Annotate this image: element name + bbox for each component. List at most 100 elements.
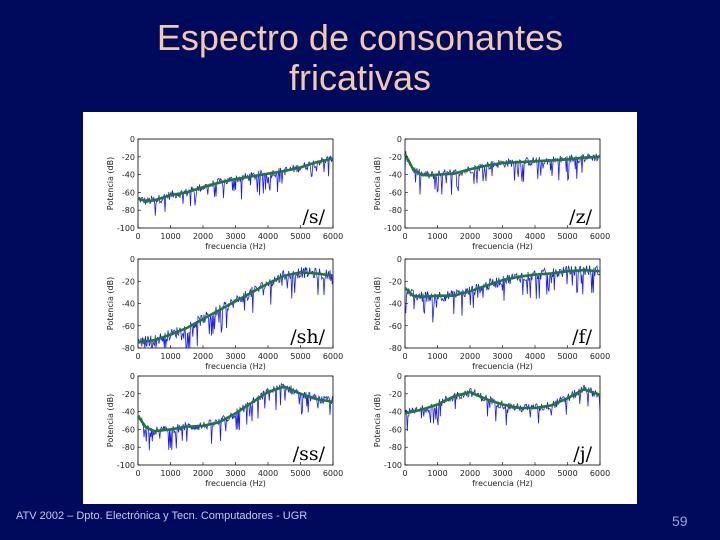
y-tick-label: -60 [122,322,135,331]
x-tick-label: 3000 [225,469,245,478]
x-axis-label: frecuencia (Hz) [205,242,266,251]
spectra-figure-canvas: 0 1000 2000 3000 4000 5000 6000 0 -20 -40 -60 -80 -1… [106,135,610,488]
y-tick-label: -60 [122,425,135,434]
x-tick-label: 3000 [492,232,512,241]
x-tick-label: 5000 [557,352,577,361]
y-tick-label: 0 [397,372,402,381]
x-tick-label: 1000 [160,352,180,361]
x-tick-label: 6000 [590,469,610,478]
y-tick-label: -40 [122,171,135,180]
y-tick-label: -80 [389,206,402,215]
x-axis-label: frecuencia (Hz) [205,362,266,371]
x-axis-label: frecuencia (Hz) [205,479,266,488]
x-tick-label: 0 [402,469,407,478]
phoneme-label: /ss/ [293,443,326,465]
x-tick-label: 2000 [193,352,213,361]
x-tick-label: 6000 [323,469,343,478]
y-tick-label: -100 [384,461,402,470]
y-tick-label: -80 [389,443,402,452]
y-tick-label: -60 [389,425,402,434]
page-number: 59 [672,513,688,529]
y-tick-label: -20 [389,153,402,162]
phoneme-label: /sh/ [290,326,325,348]
y-tick-label: -80 [122,206,135,215]
spectrum-line-2 [404,151,601,195]
x-tick-label: 2000 [460,232,480,241]
x-tick-label: 1000 [427,352,447,361]
x-tick-label: 0 [402,232,407,241]
y-tick-label: -20 [122,277,135,286]
x-tick-label: 5000 [290,469,310,478]
y-tick-label: -100 [117,461,135,470]
x-tick-label: 0 [402,352,407,361]
phoneme-label: /z/ [569,206,592,228]
x-tick-label: 6000 [590,352,610,361]
y-tick-label: -40 [122,408,135,417]
x-tick-label: 1000 [427,232,447,241]
y-axis-label: Potencia (dB) [106,157,115,210]
y-axis-label: Potencia (dB) [373,277,382,330]
x-tick-label: 4000 [258,352,278,361]
envelope-line-3 [137,271,334,344]
x-tick-label: 1000 [160,469,180,478]
y-tick-label: -20 [389,277,402,286]
y-tick-label: -80 [122,344,135,353]
spectrum-line-1 [137,155,334,216]
y-tick-label: -20 [122,390,135,399]
x-tick-label: 0 [135,232,140,241]
x-tick-label: 4000 [258,232,278,241]
x-tick-label: 2000 [193,232,213,241]
y-tick-label: -40 [389,300,402,309]
slide-title-line1: Espectro de consonantes [156,17,564,58]
envelope-line-6 [404,388,601,415]
y-tick-label: -40 [122,300,135,309]
y-tick-label: -20 [122,153,135,162]
x-tick-label: 2000 [460,469,480,478]
envelope-line-5 [136,385,334,433]
y-tick-label: -60 [389,188,402,197]
slide-footer: ATV 2002 – Dpto. Electrónica y Tecn. Com… [16,510,308,522]
x-tick-label: 3000 [225,232,245,241]
phoneme-label: /s/ [302,206,325,228]
y-tick-label: 0 [397,255,402,264]
x-tick-label: 6000 [590,232,610,241]
envelope-line-4 [404,268,601,299]
x-tick-label: 4000 [525,352,545,361]
envelope-line-2 [403,153,601,177]
y-tick-label: 0 [397,135,402,144]
phoneme-label: /f/ [572,326,592,348]
y-tick-label: 0 [130,255,135,264]
y-tick-label: -100 [117,224,135,233]
x-tick-label: 3000 [492,469,512,478]
x-tick-label: 4000 [258,469,278,478]
spectrum-line-6 [404,385,601,432]
x-tick-label: 5000 [557,469,577,478]
envelope-line-1 [137,157,334,203]
x-tick-label: 2000 [460,352,480,361]
y-axis-label: Potencia (dB) [106,394,115,447]
y-axis-label: Potencia (dB) [373,157,382,210]
x-tick-label: 3000 [492,352,512,361]
y-tick-label: 0 [130,372,135,381]
y-tick-label: -20 [389,390,402,399]
x-tick-label: 5000 [290,232,310,241]
x-tick-label: 6000 [323,232,343,241]
x-tick-label: 1000 [427,469,447,478]
plot-frame-6 [404,375,601,466]
spectra-figure: 0 1000 2000 3000 4000 5000 6000 0 -20 -40 -60 -80 -1… [83,112,637,504]
x-axis-label: frecuencia (Hz) [472,362,533,371]
phoneme-label: /j/ [573,443,592,465]
x-tick-label: 0 [135,352,140,361]
y-axis-label: Potencia (dB) [373,394,382,447]
x-tick-label: 4000 [525,232,545,241]
y-tick-label: -60 [389,322,402,331]
x-tick-label: 3000 [225,352,245,361]
slide-title: Espectro de consonantes fricativas [60,18,660,98]
x-tick-label: 5000 [290,352,310,361]
x-tick-label: 6000 [323,352,343,361]
y-tick-label: -80 [389,344,402,353]
x-tick-label: 4000 [525,469,545,478]
y-tick-label: -60 [122,188,135,197]
y-tick-label: -40 [389,171,402,180]
x-tick-label: 5000 [557,232,577,241]
